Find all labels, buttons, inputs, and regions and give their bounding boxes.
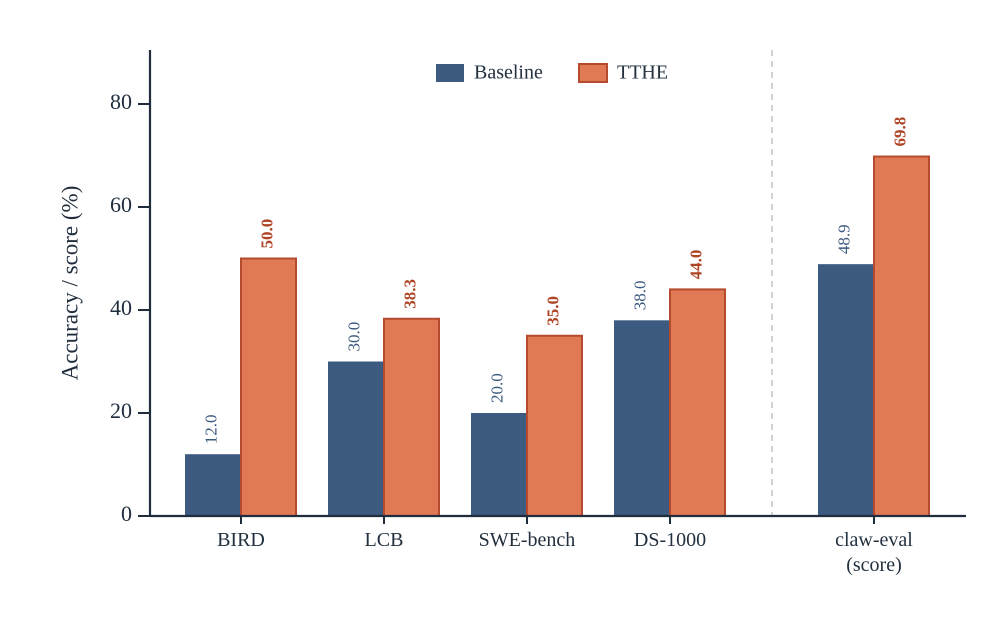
x-tick-label: claw-eval <box>835 529 913 551</box>
x-tick-label: LCB <box>365 529 404 551</box>
tthe-value-label: 35.0 <box>543 296 562 326</box>
legend-label: Baseline <box>474 62 543 84</box>
tthe-value-label: 38.3 <box>400 279 419 309</box>
legend-tthe-swatch <box>578 63 608 83</box>
baseline-bar <box>328 361 383 516</box>
baseline-bar <box>818 264 873 516</box>
x-tick-label: SWE-bench <box>479 529 576 551</box>
baseline-bar <box>614 320 669 516</box>
y-axis-label: Accuracy / score (%) <box>57 186 82 381</box>
baseline-bar <box>471 413 526 516</box>
tthe-value-label: 50.0 <box>257 219 276 249</box>
x-tick-label: DS-1000 <box>634 529 706 551</box>
baseline-value-label: 30.0 <box>344 322 363 352</box>
y-tick-label: 20 <box>110 398 132 423</box>
legend-baseline-swatch <box>436 64 464 82</box>
y-tick-label: 40 <box>110 295 132 320</box>
baseline-value-label: 38.0 <box>630 281 649 311</box>
baseline-bar <box>185 454 240 516</box>
y-tick-label: 0 <box>121 501 132 526</box>
tthe-value-label: 69.8 <box>890 117 909 147</box>
tthe-bar <box>240 257 297 517</box>
y-tick-label: 80 <box>110 89 132 114</box>
baseline-value-label: 12.0 <box>201 414 220 444</box>
tthe-bar <box>669 288 726 517</box>
y-tick-label: 60 <box>110 192 132 217</box>
tthe-bar <box>383 317 440 517</box>
x-tick-label: BIRD <box>217 529 265 551</box>
baseline-value-label: 48.9 <box>834 224 853 254</box>
tthe-bar <box>526 334 583 517</box>
baseline-value-label: 20.0 <box>487 373 506 403</box>
legend-label: TTHE <box>617 62 668 84</box>
x-tick-label: (score) <box>846 554 902 576</box>
tthe-bar <box>873 155 930 517</box>
legend: Baseline TTHE <box>436 62 668 84</box>
tthe-value-label: 44.0 <box>686 250 705 280</box>
